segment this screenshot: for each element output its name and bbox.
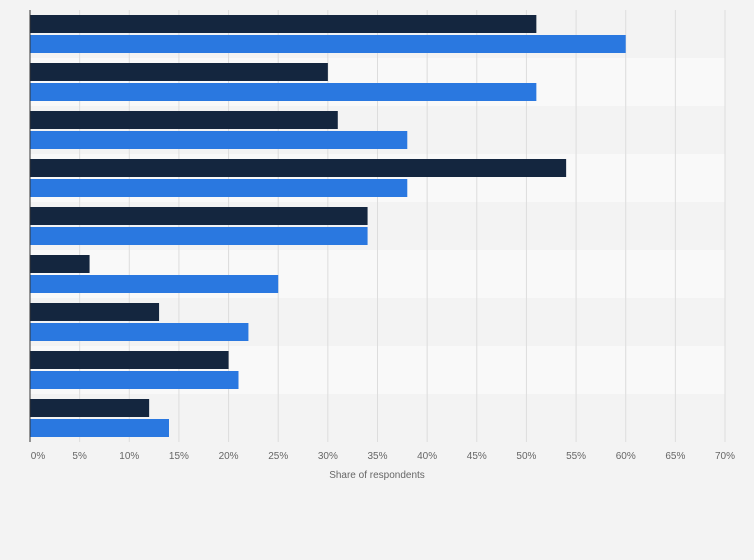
x-axis-title: Share of respondents <box>329 470 425 481</box>
x-tick-label: 30% <box>318 451 338 462</box>
x-tick-label: 15% <box>169 451 189 462</box>
bars-layer <box>30 15 626 437</box>
x-tick-label: 65% <box>665 451 685 462</box>
x-tick-label: 0% <box>31 451 46 462</box>
gridlines <box>29 10 726 442</box>
bar-series-1 <box>30 207 368 225</box>
bar-series-2 <box>30 371 239 389</box>
bar-series-2 <box>30 131 408 149</box>
bar-series-2 <box>30 227 368 245</box>
bar-series-1 <box>30 111 338 129</box>
bar-series-1 <box>30 303 160 321</box>
bar-series-2 <box>30 323 249 341</box>
bar-series-1 <box>30 351 229 369</box>
x-tick-label: 60% <box>616 451 636 462</box>
bar-series-1 <box>30 15 537 33</box>
bar-series-2 <box>30 275 279 293</box>
x-tick-label: 40% <box>417 451 437 462</box>
x-tick-label: 10% <box>119 451 139 462</box>
x-tick-label: 25% <box>268 451 288 462</box>
x-tick-label: 50% <box>516 451 536 462</box>
x-tick-label: 35% <box>367 451 387 462</box>
bar-series-2 <box>30 419 169 437</box>
bar-series-2 <box>30 179 408 197</box>
x-tick-label: 70% <box>715 451 735 462</box>
x-tick-label: 5% <box>72 451 87 462</box>
x-tick-label: 45% <box>467 451 487 462</box>
x-tick-labels: 0% 5% 10% 15% 20% 25% 30% 35% 40% 45% 50% 55% 60% 65%… <box>31 451 735 462</box>
x-tick-label: 55% <box>566 451 586 462</box>
bar-series-2 <box>30 83 537 101</box>
bar-series-1 <box>30 399 150 417</box>
bar-series-1 <box>30 63 328 81</box>
bar-series-2 <box>30 35 626 53</box>
x-tick-label: 20% <box>219 451 239 462</box>
bar-series-1 <box>30 255 90 273</box>
bar-series-1 <box>30 159 567 177</box>
